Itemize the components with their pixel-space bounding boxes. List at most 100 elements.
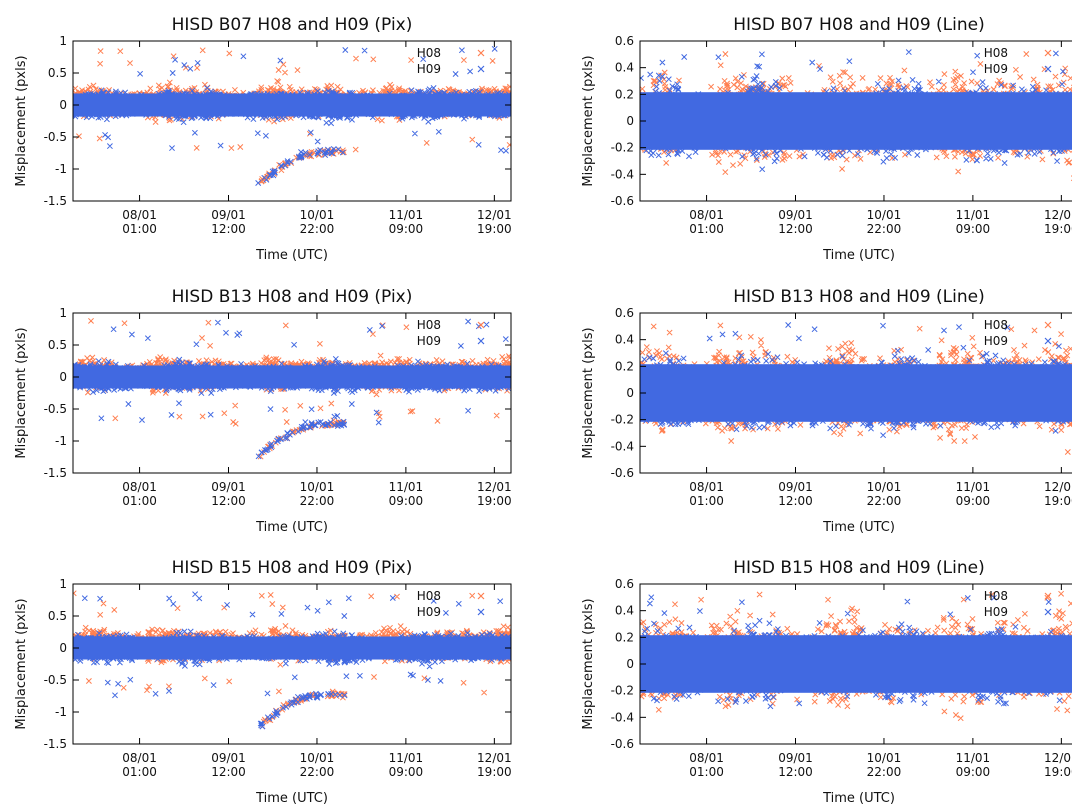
x-axis-label: Time (UTC) <box>255 248 328 263</box>
legend-marker-h09 <box>1044 337 1052 345</box>
x-tick-label-date: 12/01 <box>1044 208 1072 222</box>
legend-marker-h09 <box>477 608 485 616</box>
x-tick-label-time: 19:00 <box>477 765 512 779</box>
series-h09-dense-band <box>640 92 1072 150</box>
legend-label-h08: H08 <box>984 589 1008 603</box>
x-tick-label-date: 12/01 <box>477 751 512 765</box>
y-tick-label: -1 <box>55 162 67 176</box>
x-tick-label-time: 19:00 <box>1044 765 1072 779</box>
x-tick-label-time: 12:00 <box>778 765 813 779</box>
x-tick-label-time: 19:00 <box>1044 494 1072 508</box>
plot-frame <box>72 312 512 474</box>
legend-marker-h08 <box>1044 49 1052 57</box>
scatter-points <box>640 49 1072 182</box>
x-tick-label-time: 22:00 <box>300 765 335 779</box>
x-tick-label-time: 01:00 <box>689 494 724 508</box>
x-tick-label-time: 01:00 <box>689 765 724 779</box>
x-tick-label-time: 09:00 <box>389 494 424 508</box>
y-tick-label: -0.4 <box>611 167 634 181</box>
y-tick-label: 0.4 <box>615 333 634 347</box>
x-tick-label-time: 19:00 <box>1044 222 1072 236</box>
legend-label-h08: H08 <box>417 589 441 603</box>
chart-panel-5: HISD B15 H08 and H09 (Pix) Misplacement (… <box>14 558 512 806</box>
y-tick-label: -0.2 <box>611 413 634 427</box>
y-tick-label: -1.5 <box>44 737 67 751</box>
legend-marker-h08 <box>477 321 485 329</box>
x-tick-label-time: 01:00 <box>122 494 157 508</box>
x-tick-label-date: 09/01 <box>778 480 813 494</box>
x-tick-label-time: 12:00 <box>211 765 246 779</box>
legend-marker-h08 <box>1044 592 1052 600</box>
legend-label-h09: H09 <box>417 605 441 619</box>
x-tick-label-time: 12:00 <box>778 494 813 508</box>
chart-title: HISD B07 H08 and H09 (Line) <box>733 15 985 35</box>
x-tick-label-time: 12:00 <box>211 494 246 508</box>
legend-marker-h08 <box>477 49 485 57</box>
y-axis-label: Misplacement (pxls) <box>14 327 29 458</box>
x-tick-label-date: 09/01 <box>778 751 813 765</box>
series-h09-dense-band <box>640 635 1072 693</box>
x-tick-label-time: 09:00 <box>956 222 991 236</box>
y-tick-label: 0.2 <box>615 359 634 373</box>
y-tick-label: -0.6 <box>611 466 634 480</box>
legend-label-h08: H08 <box>984 318 1008 332</box>
y-tick-label: 0.5 <box>48 66 67 80</box>
x-tick-label-date: 11/01 <box>956 751 991 765</box>
x-axis-label: Time (UTC) <box>255 520 328 535</box>
y-tick-label: 0 <box>626 114 634 128</box>
y-tick-label: 0.6 <box>615 306 634 320</box>
legend-label-h09: H09 <box>984 605 1008 619</box>
x-tick-label-time: 22:00 <box>867 494 902 508</box>
series-h09-dense-band <box>73 636 511 660</box>
y-tick-label: 1 <box>59 306 67 320</box>
y-tick-label: -0.4 <box>611 710 634 724</box>
y-tick-label: -0.5 <box>44 673 67 687</box>
x-tick-label-time: 12:00 <box>211 222 246 236</box>
x-tick-label-time: 19:00 <box>477 494 512 508</box>
legend-marker-h08 <box>477 592 485 600</box>
chart-panel-3: HISD B13 H08 and H09 (Pix) Misplacement (… <box>14 287 512 535</box>
y-tick-label: -0.6 <box>611 194 634 208</box>
y-axis-label: Misplacement (pxls) <box>581 598 596 729</box>
y-tick-label: 0 <box>59 98 67 112</box>
x-tick-label-date: 08/01 <box>689 751 724 765</box>
y-tick-label: 0.5 <box>48 338 67 352</box>
x-tick-label-date: 12/01 <box>477 480 512 494</box>
y-axis-label: Misplacement (pxls) <box>581 55 596 186</box>
x-tick-label-time: 01:00 <box>122 765 157 779</box>
x-tick-label-date: 09/01 <box>211 480 246 494</box>
y-tick-label: -0.5 <box>44 402 67 416</box>
y-tick-label: 0.2 <box>615 630 634 644</box>
y-tick-label: 0.6 <box>615 34 634 48</box>
y-tick-label: 0 <box>626 386 634 400</box>
x-tick-label-date: 12/01 <box>1044 480 1072 494</box>
chart-title: HISD B15 H08 and H09 (Pix) <box>172 558 413 578</box>
y-axis-label: Misplacement (pxls) <box>14 598 29 729</box>
chart-title: HISD B13 H08 and H09 (Pix) <box>172 287 413 307</box>
scatter-points <box>640 590 1072 722</box>
x-tick-label-date: 11/01 <box>956 208 991 222</box>
x-tick-label-time: 09:00 <box>389 222 424 236</box>
x-axis-label: Time (UTC) <box>255 791 328 806</box>
x-axis-label: Time (UTC) <box>822 520 895 535</box>
y-tick-label: 0.5 <box>48 609 67 623</box>
x-tick-label-date: 08/01 <box>689 480 724 494</box>
x-tick-label-time: 12:00 <box>778 222 813 236</box>
x-tick-label-date: 08/01 <box>689 208 724 222</box>
y-tick-label: -0.2 <box>611 684 634 698</box>
series-h09-points <box>73 318 511 460</box>
x-tick-label-time: 09:00 <box>956 494 991 508</box>
y-axis-label: Misplacement (pxls) <box>14 55 29 186</box>
scatter-points <box>73 317 511 460</box>
x-tick-label-date: 09/01 <box>778 208 813 222</box>
x-tick-label-date: 11/01 <box>389 208 424 222</box>
chart-title: HISD B07 H08 and H09 (Pix) <box>172 15 413 35</box>
chart-title: HISD B15 H08 and H09 (Line) <box>733 558 985 578</box>
y-axis-label: Misplacement (pxls) <box>581 327 596 458</box>
legend-marker-h09 <box>1044 65 1052 73</box>
